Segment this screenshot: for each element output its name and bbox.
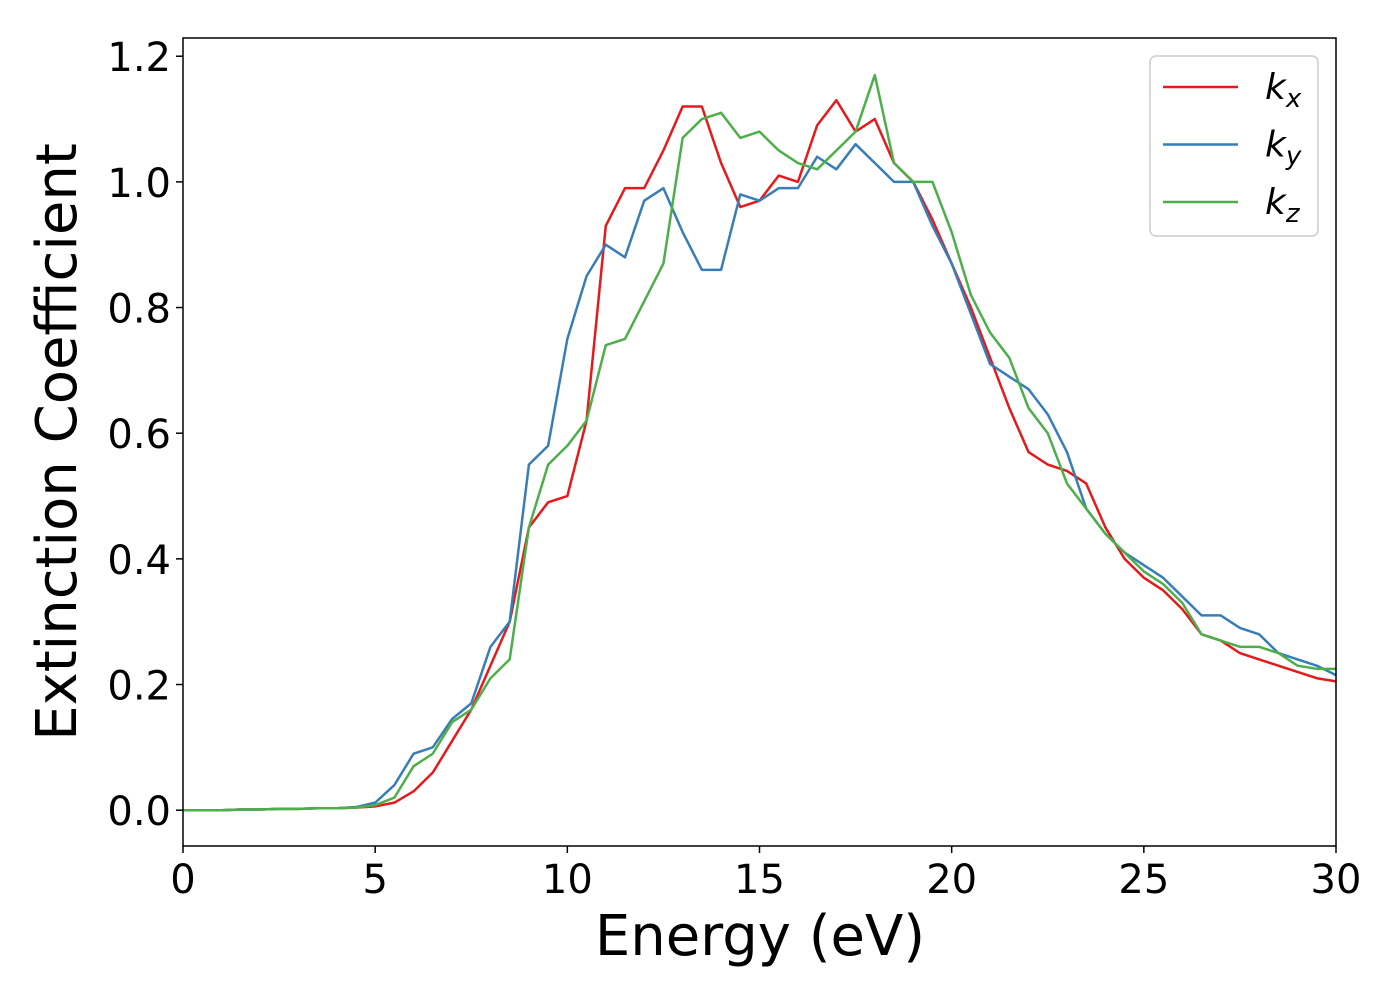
legend-label: kx bbox=[1265, 67, 1302, 114]
y-tick-label: 1.2 bbox=[107, 35, 171, 81]
y-tick-label: 0.2 bbox=[107, 664, 171, 710]
legend-label: ky bbox=[1265, 125, 1302, 172]
x-tick-label: 5 bbox=[362, 857, 387, 903]
data-line bbox=[183, 73, 1336, 812]
plot-frame bbox=[182, 37, 1337, 847]
y-tick-label: 0.0 bbox=[107, 789, 171, 835]
y-tick-label: 0.8 bbox=[107, 287, 171, 333]
x-tick-label: 0 bbox=[170, 857, 195, 903]
y-tick-label: 1.0 bbox=[107, 161, 171, 207]
legend-box bbox=[1149, 55, 1319, 237]
x-tick-label: 15 bbox=[734, 857, 785, 903]
x-tick-label: 10 bbox=[542, 857, 593, 903]
legend-label: kz bbox=[1265, 182, 1301, 229]
y-tick-label: 0.4 bbox=[107, 538, 171, 584]
data-line bbox=[183, 142, 1337, 812]
y-tick-label: 0.6 bbox=[107, 412, 171, 458]
y-axis-label: Extinction Coefficient bbox=[25, 143, 90, 741]
x-tick-label: 30 bbox=[1311, 857, 1362, 903]
x-tick-label: 20 bbox=[926, 857, 977, 903]
x-axis-label: Energy (eV) bbox=[595, 904, 925, 969]
x-tick-label: 25 bbox=[1118, 857, 1169, 903]
